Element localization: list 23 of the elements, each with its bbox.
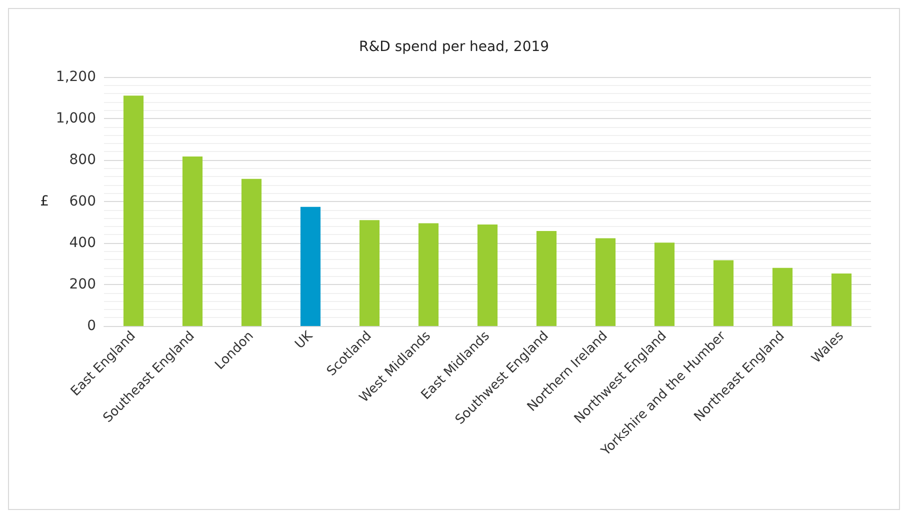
x-tick-label: UK [292, 328, 316, 352]
bar [536, 230, 557, 326]
y-tick-label: 1,000 [56, 110, 96, 126]
y-tick-label: 1,200 [56, 69, 96, 85]
bar [713, 260, 734, 326]
bar [477, 224, 498, 326]
bar [182, 156, 203, 326]
bar [772, 268, 793, 326]
bar [241, 178, 262, 326]
y-tick-label: 600 [69, 194, 96, 210]
y-tick-label: 200 [69, 276, 96, 292]
bar [359, 220, 380, 326]
bar [418, 223, 439, 326]
chart-title: R&D spend per head, 2019 [358, 39, 550, 55]
y-tick-label: 0 [87, 318, 96, 334]
bar [831, 274, 852, 326]
bar [123, 96, 144, 326]
bar [300, 206, 321, 326]
bar [595, 238, 616, 326]
y-tick-label: 800 [69, 152, 96, 168]
bar [654, 242, 675, 326]
y-tick-label: 400 [69, 235, 96, 251]
y-axis-title: £ [40, 194, 49, 210]
